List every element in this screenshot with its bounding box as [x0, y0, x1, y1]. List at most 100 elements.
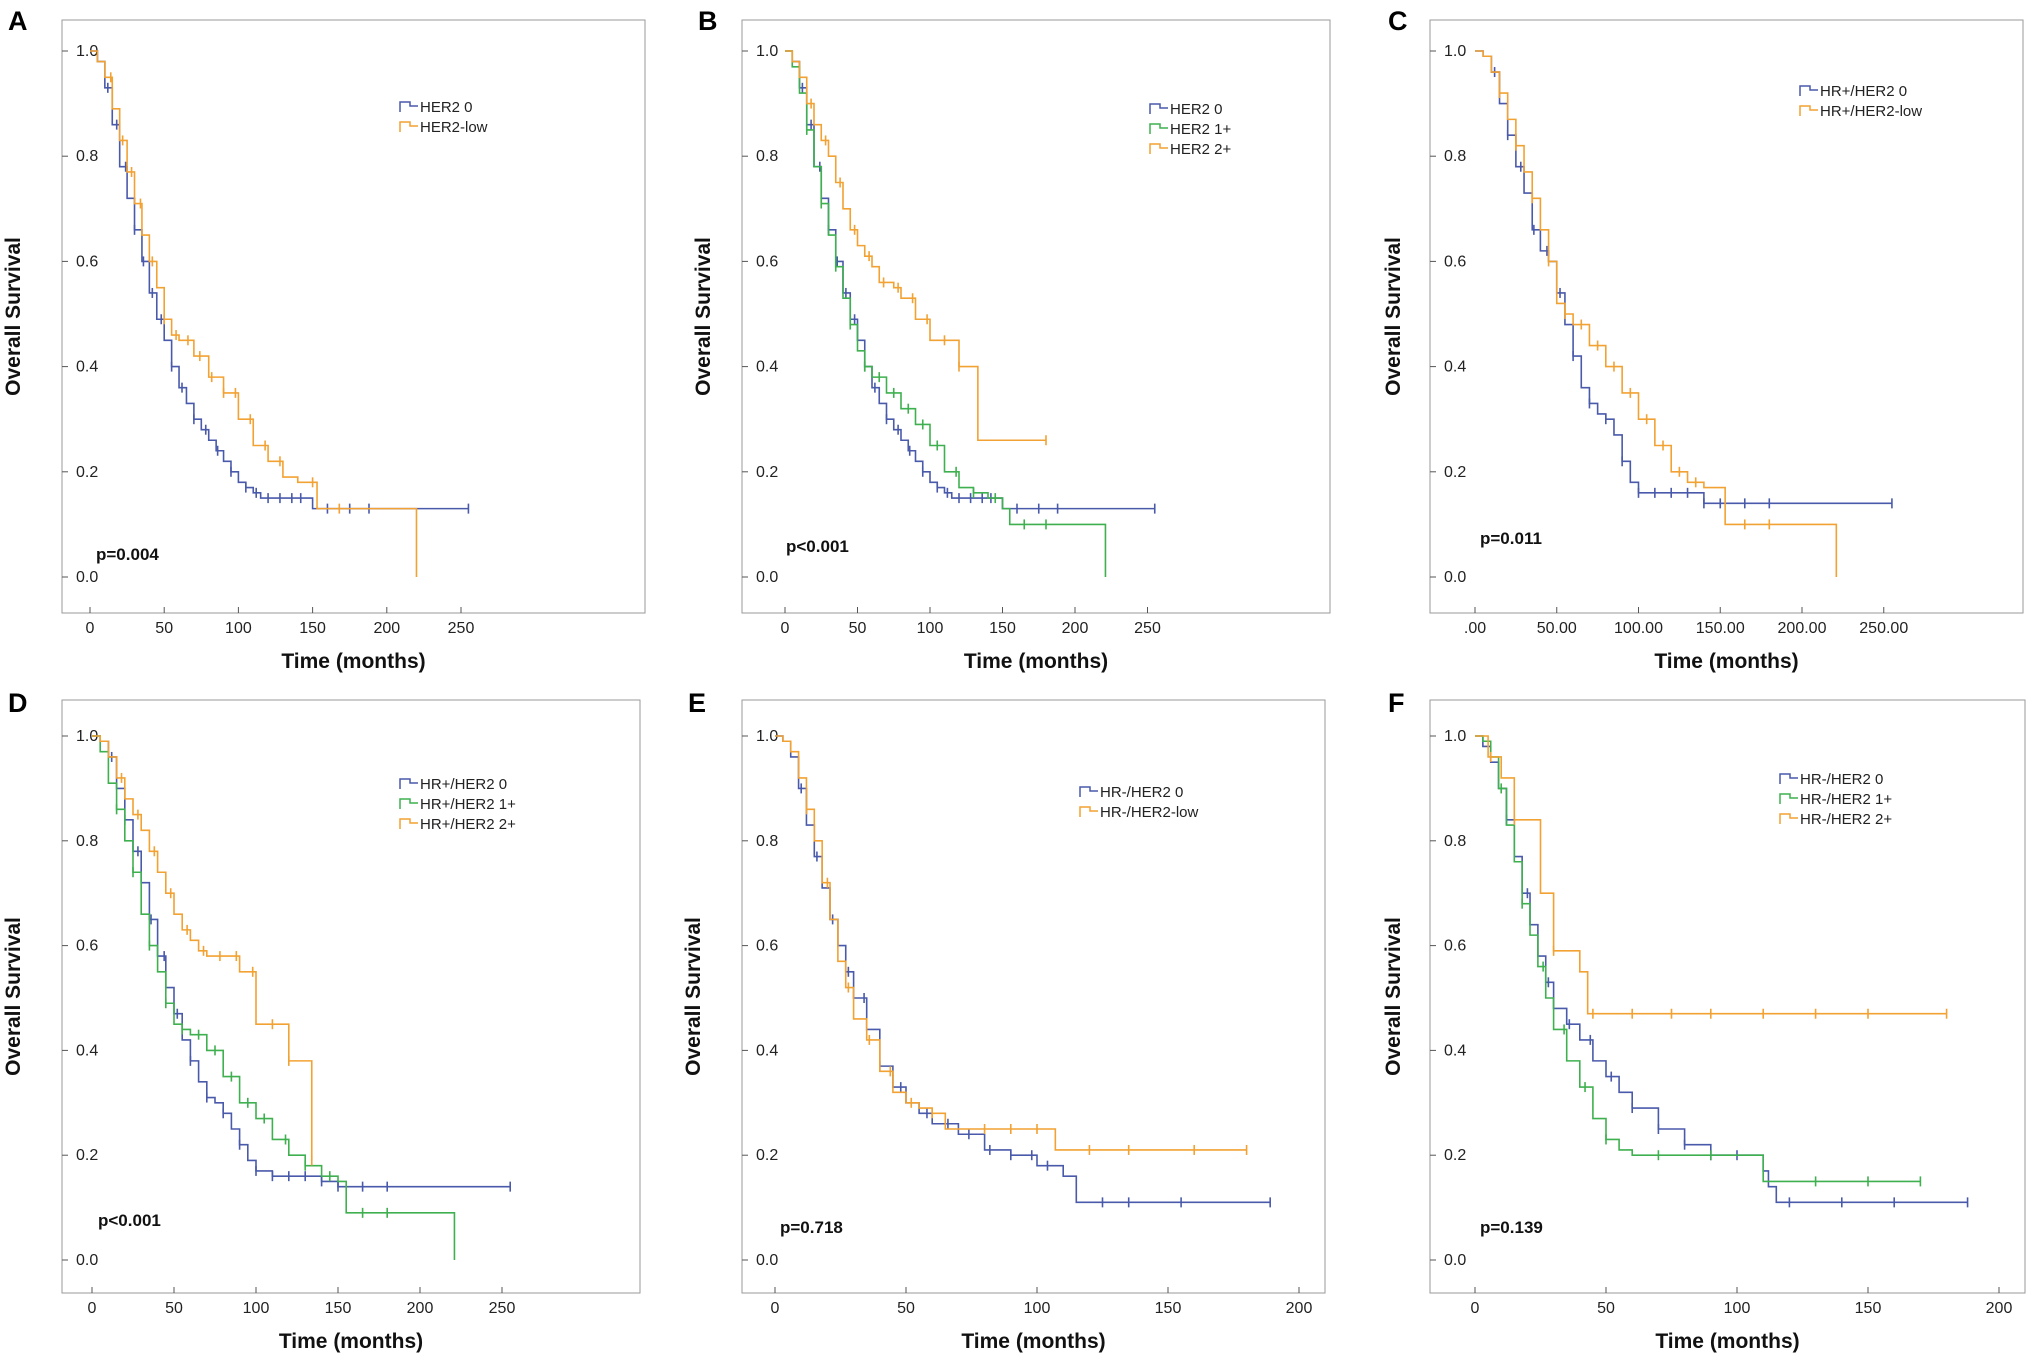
x-tick-label: 0 [88, 1300, 97, 1317]
legend-entry: HER2 2+ [1170, 141, 1232, 158]
plot-frame [61, 699, 641, 1294]
survival-curve-her2-low [90, 50, 418, 577]
y-tick-label: 0.0 [76, 569, 98, 586]
legend-swatch [1079, 806, 1098, 817]
legend-swatch [1149, 123, 1168, 134]
panel-f: F 0.0 0.2 0.4 0.6 0.8 1.0 0 50 100 150 200 Overall S… [1380, 680, 2031, 1357]
legend-entry: HR+/HER2 2+ [420, 816, 516, 833]
x-tick-label: 250 [1134, 620, 1161, 637]
legend-entry: HR+/HER2-low [1820, 103, 1922, 120]
x-tick-label: 50 [849, 620, 867, 637]
x-tick-label: 50 [1597, 1300, 1615, 1317]
panel-label: F [1388, 688, 1405, 718]
x-tick-label: .00 [1464, 620, 1486, 637]
legend-entry: HR-/HER2 0 [1800, 771, 1883, 788]
legend-swatch [399, 121, 418, 132]
x-tick-label: 100 [917, 620, 944, 637]
y-tick-label: 1.0 [1444, 728, 1466, 745]
y-axis-label: Overall Survival [682, 917, 705, 1076]
legend-entry: HR-/HER2 1+ [1800, 791, 1892, 808]
y-tick-label: 0.8 [1444, 148, 1466, 165]
legend-swatch [399, 778, 418, 789]
y-tick-label: 0.0 [756, 569, 778, 586]
survival-curve-hr-her2-1- [92, 735, 456, 1260]
x-tick-label: 150 [299, 620, 326, 637]
panel-c: C 0.0 0.2 0.4 0.6 0.8 1.0 .00 50.00 100.00 150.00 2… [1380, 0, 2031, 677]
y-tick-label: 0.2 [1444, 464, 1466, 481]
panel-label: C [1388, 6, 1408, 36]
y-tick-label: 0.6 [1444, 253, 1466, 270]
legend-swatch [1149, 143, 1168, 154]
legend-swatch [1779, 813, 1798, 824]
legend-swatch [1799, 85, 1818, 96]
x-axis-label: Time (months) [281, 650, 425, 673]
x-tick-label: 200 [1986, 1300, 2013, 1317]
panel-label: A [8, 6, 28, 36]
x-tick-label: 50 [155, 620, 173, 637]
km-chart-d: D 0.0 0.2 0.4 0.6 0.8 1.0 0 50 100 150 200 250 Overal… [2, 688, 641, 1353]
panel-d: D 0.0 0.2 0.4 0.6 0.8 1.0 0 50 100 150 200 250 Overal… [0, 680, 693, 1357]
x-axis-label: Time (months) [961, 1330, 1105, 1353]
x-tick-label: 50 [165, 1300, 183, 1317]
y-axis-label: Overall Survival [692, 237, 715, 396]
y-axis-label: Overall Survival [2, 237, 25, 396]
survival-curve-hr-her2-2- [92, 735, 313, 1161]
x-tick-label: 150.00 [1696, 620, 1745, 637]
x-tick-label: 0 [781, 620, 790, 637]
survival-curve-hr-her2-1- [1475, 735, 1921, 1183]
y-tick-label: 0.0 [1444, 1252, 1466, 1269]
y-tick-label: 0.4 [1444, 1042, 1466, 1059]
x-tick-label: 250 [448, 620, 475, 637]
p-value: p=0.139 [1480, 1218, 1543, 1237]
y-axis-label: Overall Survival [1382, 237, 1405, 396]
p-value: p=0.011 [1480, 529, 1542, 548]
y-tick-label: 0.8 [76, 148, 98, 165]
y-tick-label: 0.2 [756, 1147, 778, 1164]
y-tick-label: 0.4 [76, 1042, 98, 1059]
x-axis-label: Time (months) [964, 650, 1108, 673]
x-tick-label: 0 [1471, 1300, 1480, 1317]
y-tick-label: 0.8 [76, 833, 98, 850]
legend-entry: HR+/HER2 1+ [420, 796, 516, 813]
y-tick-label: 0.2 [1444, 1147, 1466, 1164]
p-value: p<0.001 [98, 1211, 161, 1230]
y-axis-label: Overall Survival [1382, 917, 1405, 1076]
legend-entry: HER2 0 [1170, 101, 1223, 118]
km-chart-a: A 0.0 0.2 0.4 0.6 0.8 1.0 0 50 100 150 200 250 Overal… [2, 6, 646, 673]
y-tick-label: 0.0 [1444, 569, 1466, 586]
panel-b: B 0.0 0.2 0.4 0.6 0.8 1.0 0 50 100 150 200 250 Overal… [690, 0, 1383, 677]
survival-curve-hr-her2-low [775, 735, 1247, 1151]
y-tick-label: 1.0 [76, 43, 98, 60]
km-chart-f: F 0.0 0.2 0.4 0.6 0.8 1.0 0 50 100 150 200 Overall S… [1382, 688, 2026, 1353]
y-tick-label: 0.4 [1444, 359, 1466, 376]
km-chart-c: C 0.0 0.2 0.4 0.6 0.8 1.0 .00 50.00 100.00 150.00 2… [1382, 6, 2024, 673]
y-tick-label: 0.6 [1444, 938, 1466, 955]
y-tick-label: 1.0 [76, 728, 98, 745]
legend-entry: HR-/HER2 2+ [1800, 811, 1892, 828]
km-chart-b: B 0.0 0.2 0.4 0.6 0.8 1.0 0 50 100 150 200 250 Overal… [692, 6, 1331, 673]
legend-swatch [399, 798, 418, 809]
y-tick-label: 0.6 [756, 253, 778, 270]
panel-label: D [8, 688, 28, 718]
legend-entry: HR-/HER2-low [1100, 804, 1199, 821]
plot-frame [1429, 19, 2024, 614]
p-value: p<0.001 [786, 537, 849, 556]
y-tick-label: 0.0 [76, 1252, 98, 1269]
panel-label: B [698, 6, 718, 36]
survival-curve-hr-her2-low [1475, 50, 1838, 577]
panel-label: E [688, 688, 706, 718]
x-tick-label: 100.00 [1614, 620, 1663, 637]
x-tick-label: 200.00 [1778, 620, 1827, 637]
p-value: p=0.718 [780, 1218, 843, 1237]
legend-entry: HER2 0 [420, 99, 473, 116]
x-tick-label: 150 [1155, 1300, 1182, 1317]
y-tick-label: 0.4 [76, 359, 98, 376]
y-tick-label: 0.8 [756, 148, 778, 165]
legend-entry: HR+/HER2 0 [420, 776, 507, 793]
legend-swatch [1779, 793, 1798, 804]
x-axis-label: Time (months) [1655, 1330, 1799, 1353]
x-tick-label: 200 [407, 1300, 434, 1317]
y-tick-label: 1.0 [756, 728, 778, 745]
legend-swatch [1149, 103, 1168, 114]
x-tick-label: 200 [1062, 620, 1089, 637]
